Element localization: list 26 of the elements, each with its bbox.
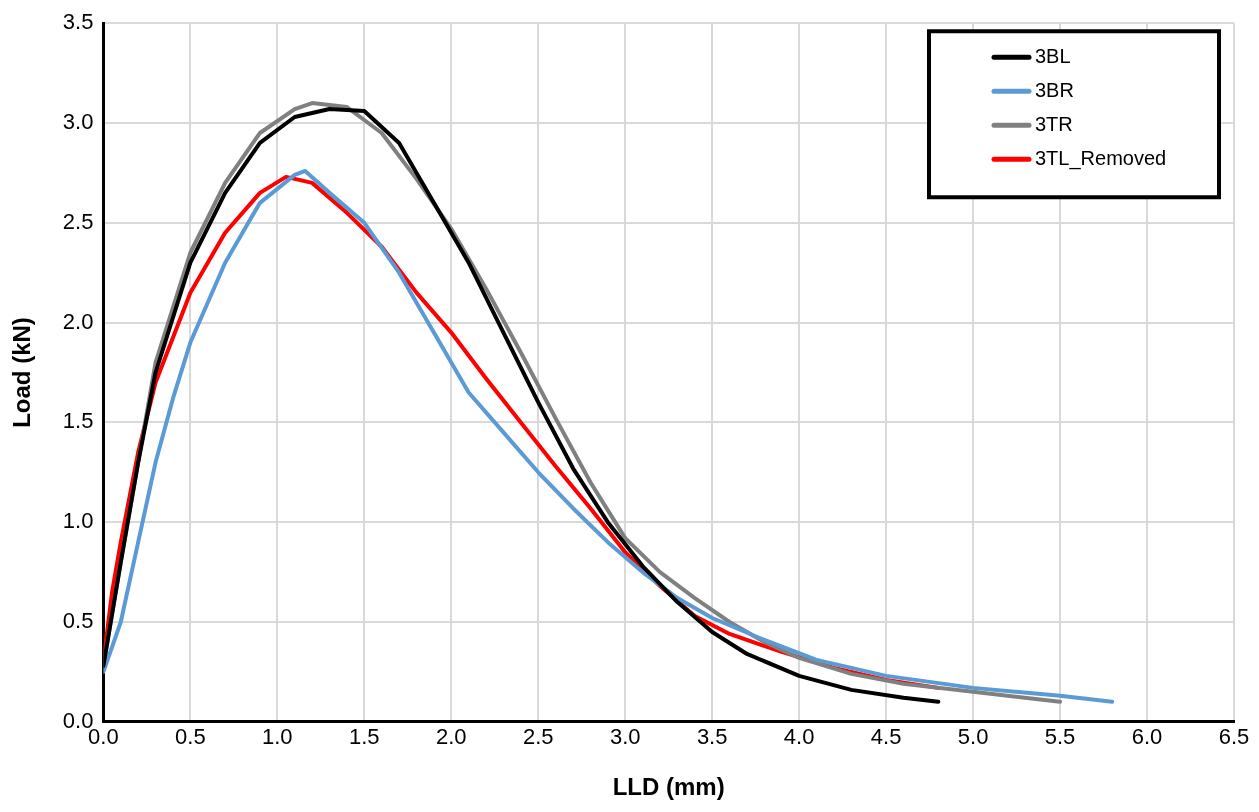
x-tick-label: 1.0 [262, 724, 293, 750]
legend-label: 3BR [1035, 78, 1074, 101]
x-tick-label: 4.0 [783, 724, 815, 750]
y-tick-label: 3.5 [62, 9, 94, 35]
x-tick-label: 6.0 [1131, 724, 1163, 750]
y-tick-label: 2.0 [62, 308, 94, 334]
x-tick-label: 2.5 [522, 724, 554, 750]
y-tick-label: 0.5 [62, 608, 94, 634]
x-tick-label: 6.5 [1218, 724, 1250, 750]
x-tick-label: 5.5 [1044, 724, 1076, 750]
x-tick-label: 3.5 [696, 724, 728, 750]
y-tick-label: 3.0 [62, 109, 94, 135]
y-axis-title: Load (kN) [8, 317, 36, 428]
y-tick-label: 2.5 [62, 208, 94, 234]
x-tick-label: 3.0 [609, 724, 641, 750]
x-tick-label: 4.5 [870, 724, 902, 750]
legend-label: 3TL_Removed [1035, 146, 1167, 170]
y-tick-label: 1.5 [62, 408, 94, 434]
x-axis-title: LLD (mm) [612, 773, 725, 801]
x-tick-label: 2.0 [435, 724, 467, 750]
x-tick-label: 1.5 [349, 724, 380, 750]
legend-label: 3BL [1035, 44, 1071, 67]
y-tick-label: 1.0 [62, 508, 94, 534]
x-tick-label: 5.0 [957, 724, 989, 750]
x-tick-label: 0.5 [175, 724, 206, 750]
legend-label: 3TR [1035, 112, 1073, 135]
